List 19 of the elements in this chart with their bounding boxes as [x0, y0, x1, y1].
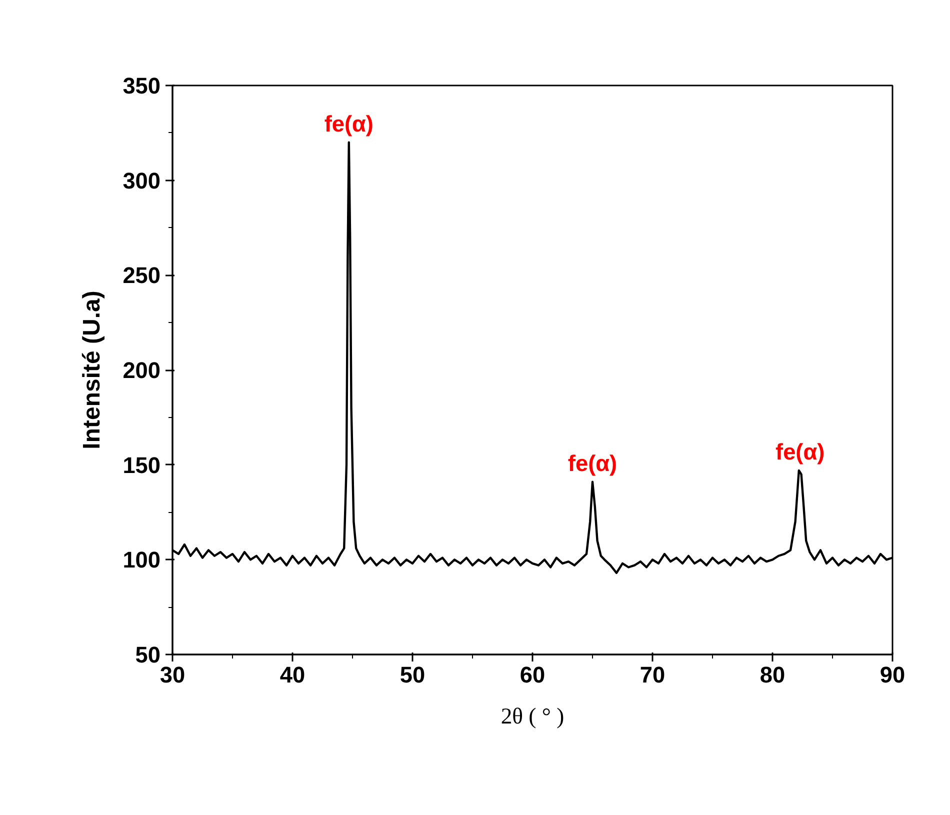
annotation: fe(α)	[776, 438, 825, 465]
x-tick-label: 70	[640, 662, 666, 688]
x-axis-title: 2θ ( ° )	[500, 704, 564, 728]
y-tick-label: 150	[122, 452, 161, 478]
y-tick-label: 50	[135, 642, 160, 668]
annotation: fe(α)	[324, 110, 374, 136]
x-tick-label: 90	[880, 662, 906, 688]
y-tick-label: 350	[122, 72, 161, 98]
y-tick-label: 200	[122, 357, 161, 383]
x-tick-label: 60	[520, 662, 546, 688]
y-tick-label: 100	[122, 546, 161, 573]
y-tick-label: 300	[122, 167, 161, 194]
x-tick-label: 40	[280, 662, 306, 688]
y-tick-label: 250	[122, 262, 161, 288]
x-tick-label: 30	[160, 662, 186, 688]
x-tick-label: 80	[760, 662, 786, 688]
annotation: fe(α)	[568, 450, 618, 476]
x-tick-label: 50	[400, 662, 426, 688]
y-axis-title: Intensité (U.a)	[78, 290, 106, 450]
